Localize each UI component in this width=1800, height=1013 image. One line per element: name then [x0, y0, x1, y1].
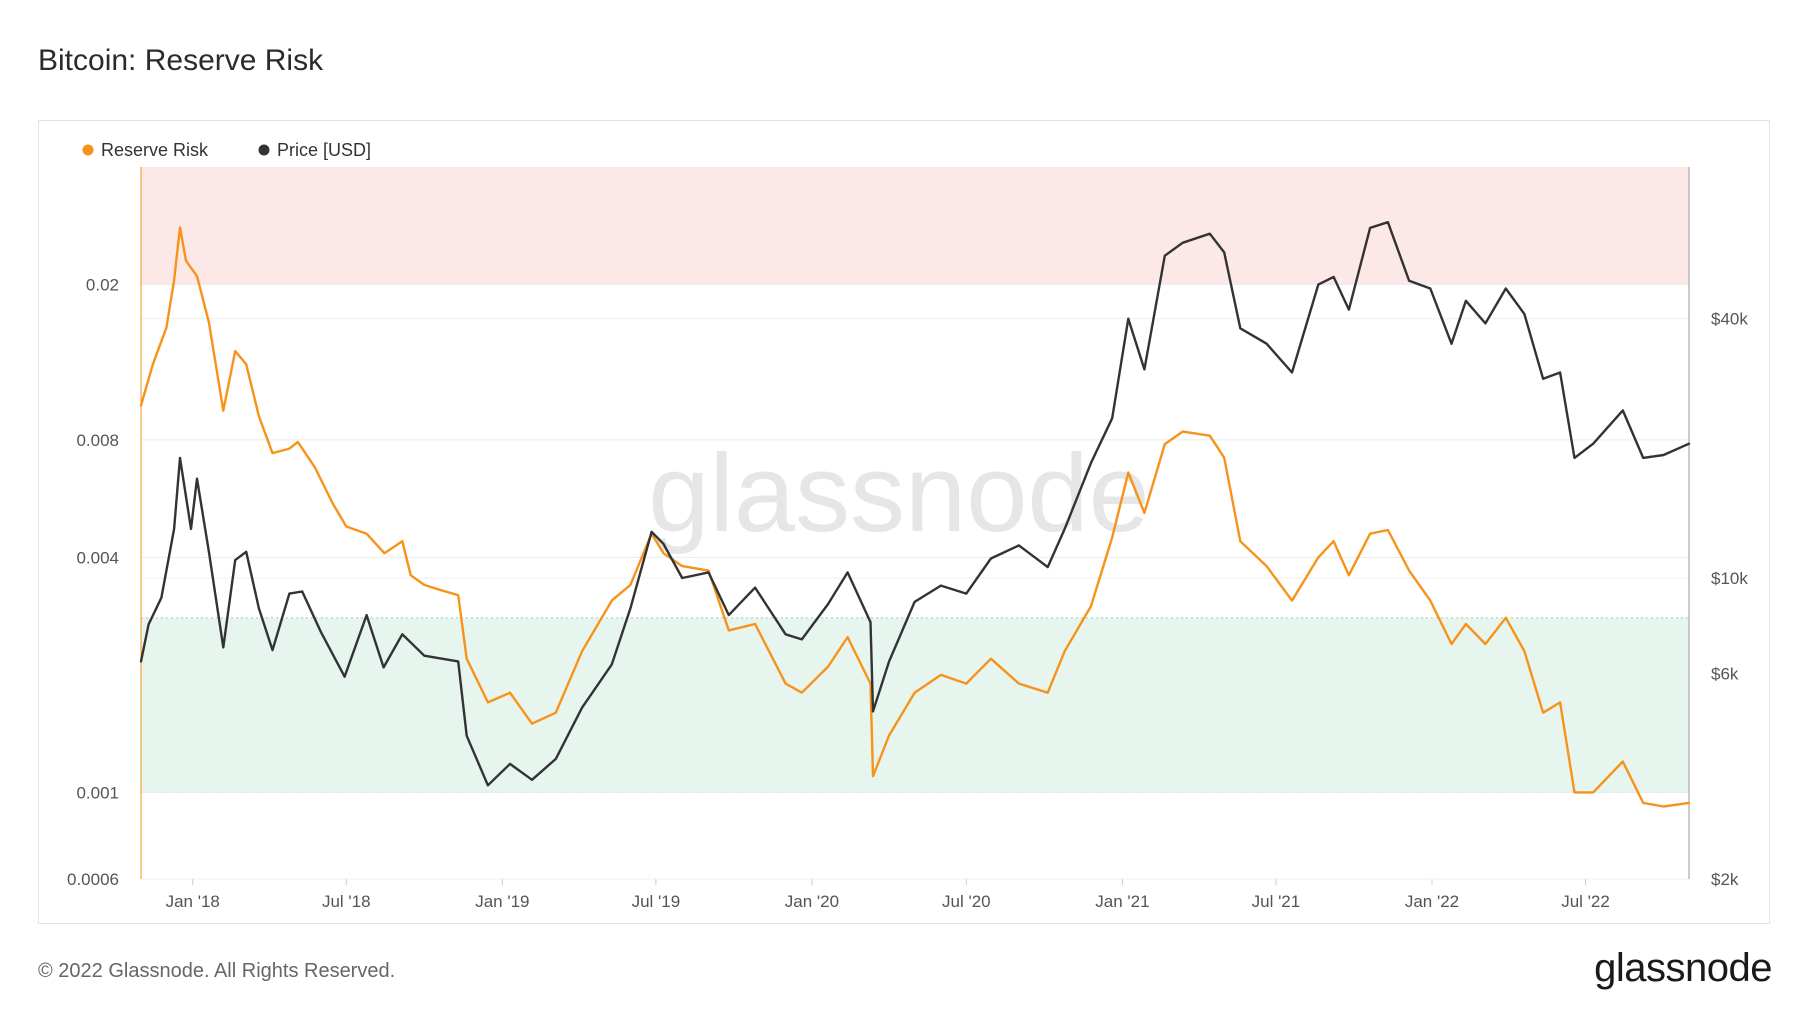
- legend-dot-reserve-risk[interactable]: [82, 144, 94, 156]
- y-right-tick-label: $40k: [1711, 310, 1748, 329]
- y-left-tick-label: 0.001: [76, 783, 119, 802]
- x-tick-label: Jan '22: [1405, 892, 1459, 911]
- x-tick-label: Jan '19: [475, 892, 529, 911]
- watermark: glassnode: [648, 432, 1150, 555]
- chart-svg: glassnode Jan '18 Jul '18 Jan '19 Jul '19 Ja…: [67, 140, 1748, 911]
- legend-label-reserve-risk[interactable]: Reserve Risk: [101, 140, 209, 160]
- grid: [140, 167, 1690, 880]
- y-right-tick-label: $10k: [1711, 569, 1748, 588]
- low-risk-zone: [141, 617, 1689, 793]
- copyright-text: © 2022 Glassnode. All Rights Reserved.: [38, 960, 396, 982]
- y-left-tick-label: 0.008: [76, 431, 119, 450]
- x-tick-label: Jul '19: [632, 892, 681, 911]
- x-tick-label: Jan '20: [785, 892, 839, 911]
- glassnode-logo: glassnode: [1594, 946, 1772, 990]
- reserve-risk-line: [139, 226, 1691, 808]
- page-title: Bitcoin: Reserve Risk: [38, 44, 324, 77]
- chart-frame: glassnode Jan '18 Jul '18 Jan '19 Jul '19 Ja…: [38, 120, 1770, 924]
- price-line: [139, 221, 1691, 787]
- x-tick-label: Jul '21: [1252, 892, 1301, 911]
- zones: [141, 167, 1689, 793]
- x-axis: Jan '18 Jul '18 Jan '19 Jul '19 Jan '20 Jul '…: [166, 879, 1610, 911]
- series-lines: [139, 221, 1691, 808]
- x-tick-label: Jan '18: [166, 892, 220, 911]
- x-tick-label: Jul '22: [1561, 892, 1610, 911]
- y-right-axis: $40k $10k $6k $2k: [1711, 310, 1748, 889]
- y-left-tick-label: 0.004: [76, 548, 119, 567]
- y-left-tick-label: 0.02: [86, 276, 119, 295]
- legend-label-price[interactable]: Price [USD]: [277, 140, 371, 160]
- high-risk-zone: [141, 167, 1689, 285]
- y-left-axis: 0.02 0.008 0.004 0.001 0.0006: [67, 276, 119, 889]
- y-right-tick-label: $6k: [1711, 665, 1739, 684]
- x-tick-label: Jul '18: [322, 892, 371, 911]
- legend-dot-price[interactable]: [258, 144, 270, 156]
- x-tick-label: Jan '21: [1095, 892, 1149, 911]
- x-tick-label: Jul '20: [942, 892, 991, 911]
- y-left-tick-label: 0.0006: [67, 870, 119, 889]
- y-right-tick-label: $2k: [1711, 870, 1739, 889]
- chart-legend: Reserve Risk Price [USD]: [82, 140, 371, 160]
